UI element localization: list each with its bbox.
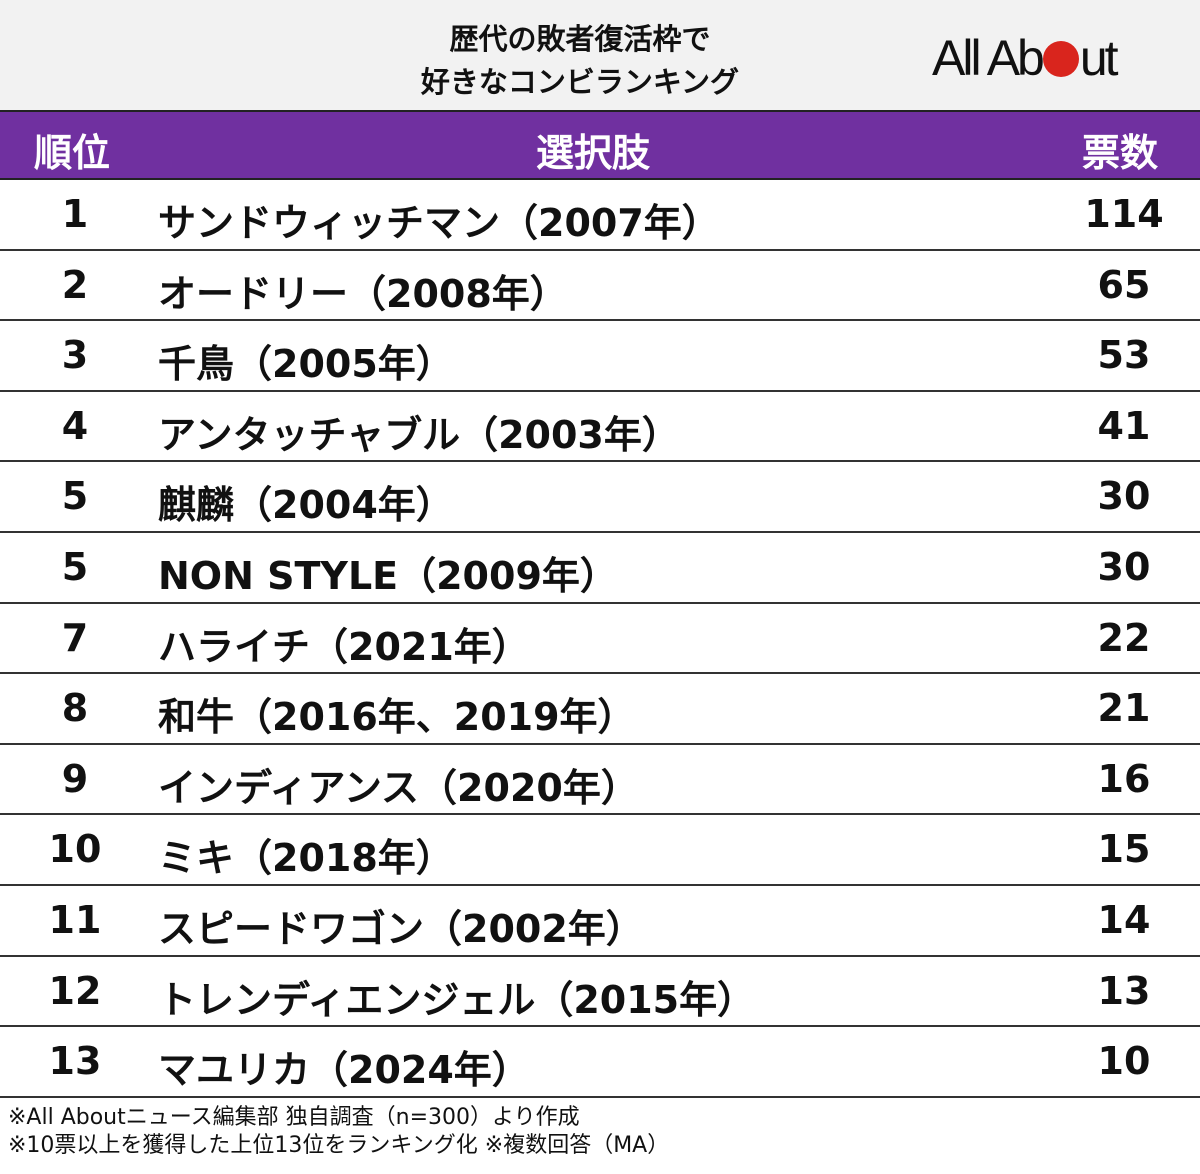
rank-cell: 4 [61,403,89,448]
name-cell: ミキ（2018年） [158,836,454,881]
votes-cell: 21 [1097,686,1151,731]
name-cell: インディアンス（2020年） [158,765,639,810]
table-row: 7 ハライチ（2021年） 22 [0,604,1200,675]
title-line-2: 好きなコンビランキング [420,65,740,99]
title-line-1: 歴代の敗者復活枠で [449,22,711,56]
table-row: 5 NON STYLE（2009年） 30 [0,533,1200,604]
votes-cell: 53 [1097,333,1151,378]
rank-cell: 8 [61,686,89,731]
name-cell: スピードワゴン（2002年） [158,906,644,951]
votes-cell: 15 [1097,827,1151,872]
footnote: ※10票以上を獲得した上位13位をランキング化 ※複数回答（MA） [8,1133,670,1158]
rank-cell: 2 [61,262,89,307]
rank-cell: 1 [61,192,89,236]
name-cell: サンドウィッチマン（2007年） [158,201,720,245]
table-header: 順位 選択肢 票数 [0,110,1200,180]
rank-cell: 5 [61,544,89,589]
name-cell: NON STYLE（2009年） [158,553,618,598]
header-option: 選択肢 [536,131,651,175]
name-cell: オードリー（2008年） [158,271,568,316]
votes-cell: 16 [1097,756,1151,801]
votes-cell: 13 [1097,968,1151,1013]
votes-cell: 30 [1097,544,1151,589]
rank-cell: 10 [48,827,102,872]
rank-cell: 11 [48,897,102,942]
table-row: 5 麒麟（2004年） 30 [0,462,1200,533]
table-row: 8 和牛（2016年、2019年） 21 [0,674,1200,745]
table-row: 4 アンタッチャブル（2003年） 41 [0,392,1200,463]
votes-cell: 10 [1097,1039,1151,1084]
table-row: 10 ミキ（2018年） 15 [0,815,1200,886]
name-cell: アンタッチャブル（2003年） [158,412,680,457]
header-votes: 票数 [1082,131,1159,175]
title-area: 歴代の敗者復活枠で 好きなコンビランキング All Ab ut [0,0,1200,110]
name-cell: 和牛（2016年、2019年） [158,695,636,740]
table-row: 1 サンドウィッチマン（2007年） 114 [0,180,1200,251]
rank-cell: 12 [48,968,102,1013]
name-cell: トレンディエンジェル（2015年） [158,977,756,1022]
name-cell: 千鳥（2005年） [158,342,454,387]
footnotes: ※All Aboutニュース編集部 独自調査（n=300）より作成 ※10票以上… [8,1104,669,1160]
name-cell: マユリカ（2024年） [158,1048,530,1093]
table-body: 1 サンドウィッチマン（2007年） 114 2 オードリー（2008年） 65 3 千鳥（2… [0,180,1200,1098]
chart-title: 歴代の敗者復活枠で 好きなコンビランキング [330,18,830,104]
votes-cell: 22 [1097,615,1151,660]
table-row: 3 千鳥（2005年） 53 [0,321,1200,392]
name-cell: 麒麟（2004年） [158,483,454,528]
header-rank: 順位 [34,131,111,175]
rank-cell: 3 [61,333,89,378]
votes-cell: 14 [1097,897,1151,942]
table-row: 13 マユリカ（2024年） 10 [0,1027,1200,1098]
name-cell: ハライチ（2021年） [158,624,530,669]
votes-cell: 30 [1097,474,1151,519]
table-row: 9 インディアンス（2020年） 16 [0,745,1200,816]
table-row: 11 スピードワゴン（2002年） 14 [0,886,1200,957]
rank-cell: 13 [48,1039,102,1084]
table-row: 2 オードリー（2008年） 65 [0,251,1200,322]
logo-dot [1042,41,1079,77]
votes-cell: 65 [1097,262,1151,307]
footnote: ※All Aboutニュース編集部 独自調査（n=300）より作成 [8,1105,580,1130]
rank-cell: 9 [61,756,89,801]
rank-cell: 7 [61,615,89,660]
rank-cell: 5 [61,474,89,519]
votes-cell: 114 [1084,192,1164,236]
all-about-logo: All Ab ut [932,30,1119,86]
votes-cell: 41 [1097,403,1151,448]
table-row: 12 トレンディエンジェル（2015年） 13 [0,957,1200,1028]
